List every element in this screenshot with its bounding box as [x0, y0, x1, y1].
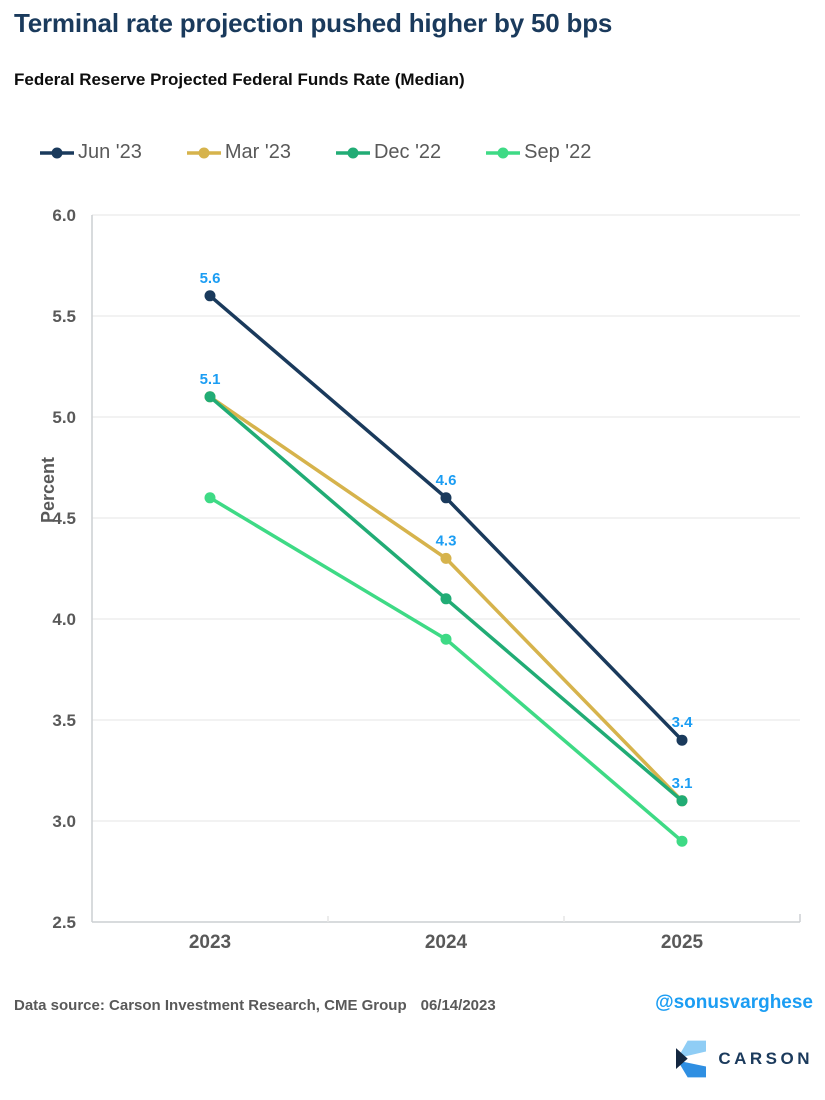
carson-logo: CARSON: [676, 1038, 813, 1080]
data-point-label: 5.6: [200, 270, 221, 287]
legend-label: Dec '22: [373, 141, 442, 163]
y-tick-label: 3.5: [52, 711, 76, 730]
carson-logo-text: CARSON: [718, 1049, 813, 1068]
data-point-dec-22-2025: [676, 795, 688, 807]
y-tick-label: 5.5: [52, 307, 76, 326]
carson-logo-icon: [676, 1040, 707, 1078]
x-tick-label: 2024: [425, 932, 468, 953]
data-point-dec-22-2024: [440, 593, 452, 605]
data-source-text: Data source: Carson Investment Research,…: [14, 997, 407, 1014]
data-point-mar-23-2024: [440, 552, 452, 564]
legend-label: Jun '23: [78, 141, 142, 163]
legend-label: Mar '23: [224, 141, 291, 163]
legend-marker-icon: [186, 147, 221, 158]
social-handle: @sonusvarghese: [655, 992, 813, 1013]
legend-marker-icon: [335, 147, 370, 158]
data-point-label: 3.1: [672, 775, 693, 792]
page-title: Terminal rate projection pushed higher b…: [14, 8, 613, 38]
legend-item-sep-22: Sep '22: [484, 141, 591, 164]
data-point-sep-22-2024: [440, 633, 452, 645]
data-source-date: 06/14/2023: [420, 997, 496, 1014]
legend: Jun '23 Mar '23 Dec '22 Sep '22: [38, 141, 591, 164]
y-tick-label: 6.0: [52, 206, 76, 225]
chart-subtitle: Federal Reserve Projected Federal Funds …: [14, 70, 465, 89]
y-tick-label: 4.5: [52, 509, 76, 528]
data-point-jun-23-2024: [440, 492, 452, 504]
data-point-sep-22-2025: [676, 835, 688, 847]
x-tick-label: 2025: [661, 932, 704, 953]
data-point-label: 4.3: [436, 532, 457, 549]
legend-marker-icon: [486, 147, 521, 158]
rate-projection-chart: 6.0 5.5 5.0 4.5 4.0 3.5 3.0 2.5 2023 2024 2025 Perc…: [38, 206, 801, 953]
data-point-label: 5.1: [200, 371, 221, 388]
data-point-jun-23-2023: [204, 290, 216, 302]
legend-label: Sep '22: [524, 141, 592, 163]
y-axis-title: Percent: [38, 457, 58, 523]
data-source-note: Data source: Carson Investment Research,…: [14, 997, 496, 1014]
y-tick-label: 5.0: [52, 408, 76, 427]
legend-item-jun-23: Jun '23: [38, 141, 142, 164]
y-tick-label: 4.0: [52, 610, 76, 629]
legend-item-mar-23: Mar '23: [185, 141, 291, 164]
data-point-label: 3.4: [672, 714, 694, 731]
legend-marker-icon: [40, 147, 74, 158]
data-point-label: 4.6: [436, 472, 457, 489]
data-point-jun-23-2025: [676, 734, 688, 746]
x-tick-label: 2023: [189, 932, 231, 953]
data-point-sep-22-2023: [204, 492, 216, 504]
y-tick-label: 2.5: [52, 913, 76, 932]
data-point-dec-22-2023: [204, 391, 216, 403]
y-tick-label: 3.0: [52, 812, 76, 831]
legend-item-dec-22: Dec '22: [334, 141, 441, 164]
